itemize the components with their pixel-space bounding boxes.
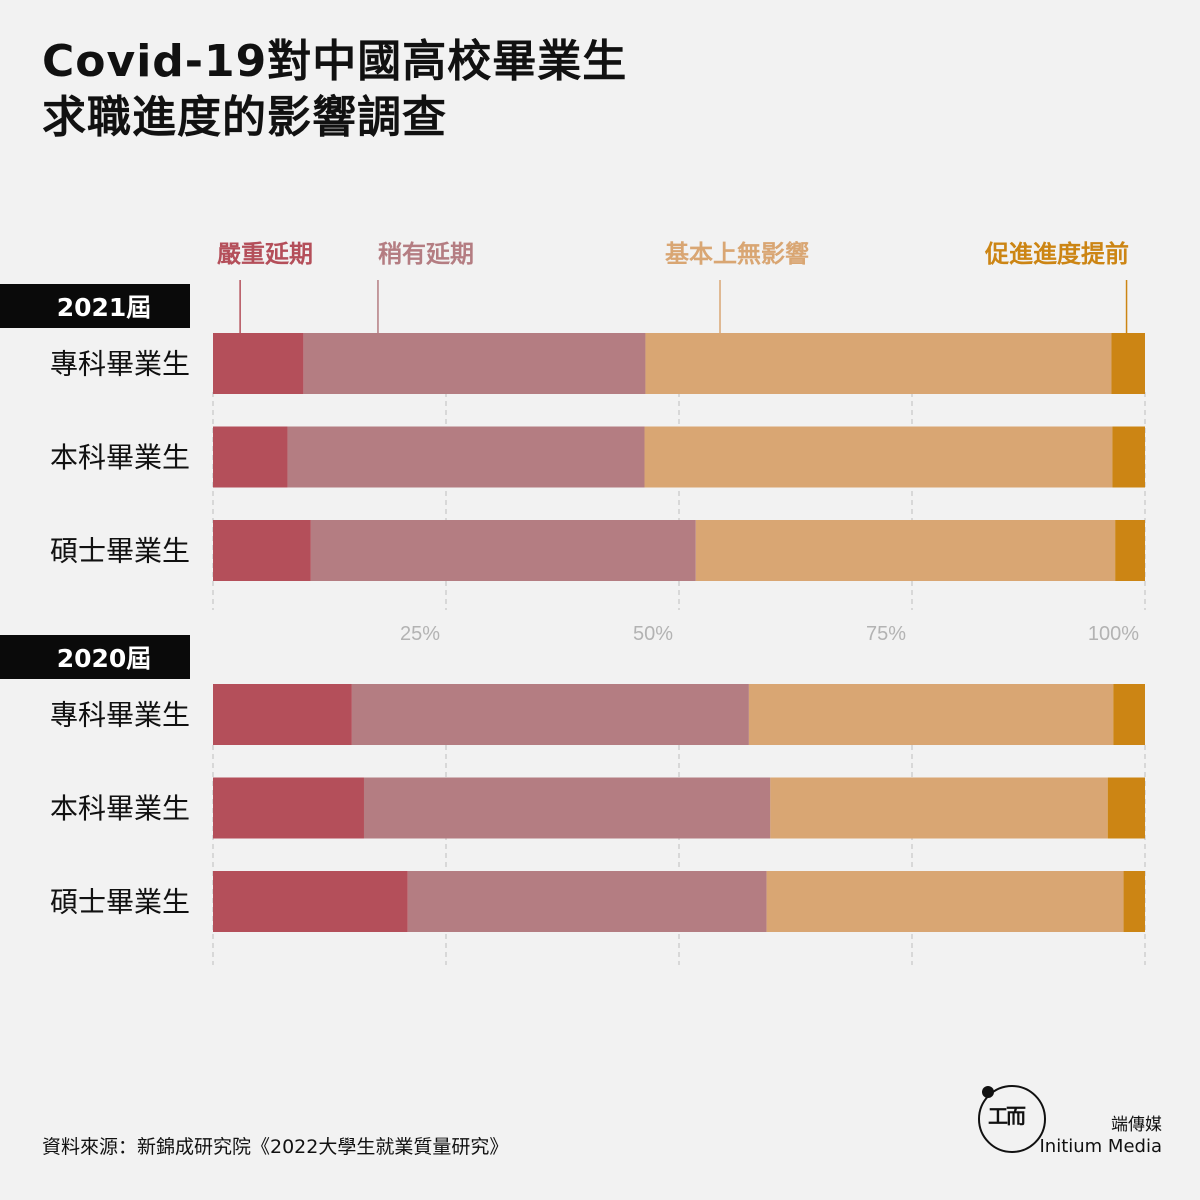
bar-segment [1115,520,1145,581]
bar-segment [695,520,1116,581]
bar-segment [644,426,1113,488]
legend: 嚴重延期 稍有延期 基本上無影響 促進進度提前 [217,240,1129,333]
initium-logo [978,1085,1046,1153]
x-tick-labels: 25% 50% 75% 100% [400,623,1139,645]
bar-segment [351,684,749,745]
x-tick-label: 75% [866,623,906,645]
title-line-2: 求職進度的影響調查 [42,92,447,143]
bar-segment [287,426,645,488]
brand-name-zh: 端傳媒 [1111,1115,1162,1135]
bar-segment [1107,777,1145,839]
bar-segment [1113,684,1145,745]
bar-segment [213,520,311,581]
group-labels: 2021屆 2020屆 [0,284,190,679]
legend-label: 稍有延期 [378,240,474,268]
bar-segment [748,684,1114,745]
bar-segment [770,777,1108,839]
row-label: 本科畢業生 [50,441,190,474]
x-tick-label: 100% [1088,623,1139,645]
group-label: 2021屆 [57,293,152,322]
source-note: 資料來源：新錦成研究院《2022大學生就業質量研究》 [42,1136,509,1158]
bar-segment [1112,426,1145,488]
row-label: 碩士畢業生 [50,535,190,568]
logo-dot [982,1086,994,1098]
logo-mark: 工而 [988,1104,1026,1128]
bar-segment [213,426,288,488]
chart-title: Covid-19對中國高校畢業生 求職進度的影響調查 [42,34,627,146]
legend-label: 嚴重延期 [217,240,313,268]
legend-label: 促進進度提前 [984,240,1129,268]
row-label: 專科畢業生 [50,348,190,381]
group-band [0,635,190,679]
bar-segment [213,871,408,932]
bar-segment [310,520,696,581]
group-label: 2020屆 [57,644,152,673]
bar-segment [407,871,767,932]
x-tick-label: 25% [400,623,440,645]
bar-segment [213,684,352,745]
bar-segment [363,777,771,839]
bar-segment [1123,871,1145,932]
x-tick-label: 50% [633,623,673,645]
bar-segment [1111,333,1145,394]
title-line-1: Covid-19對中國高校畢業生 [42,36,628,87]
brand-name-en: Initium Media [1039,1136,1162,1157]
bar-segment [213,777,364,839]
row-label: 碩士畢業生 [50,886,190,919]
legend-label: 基本上無影響 [665,240,809,268]
bar-segment [645,333,1112,394]
bar-segment [213,333,304,394]
group-band [0,284,190,328]
bar-segment [766,871,1124,932]
row-label: 本科畢業生 [50,792,190,825]
bar-segment [303,333,646,394]
row-label: 專科畢業生 [50,699,190,732]
